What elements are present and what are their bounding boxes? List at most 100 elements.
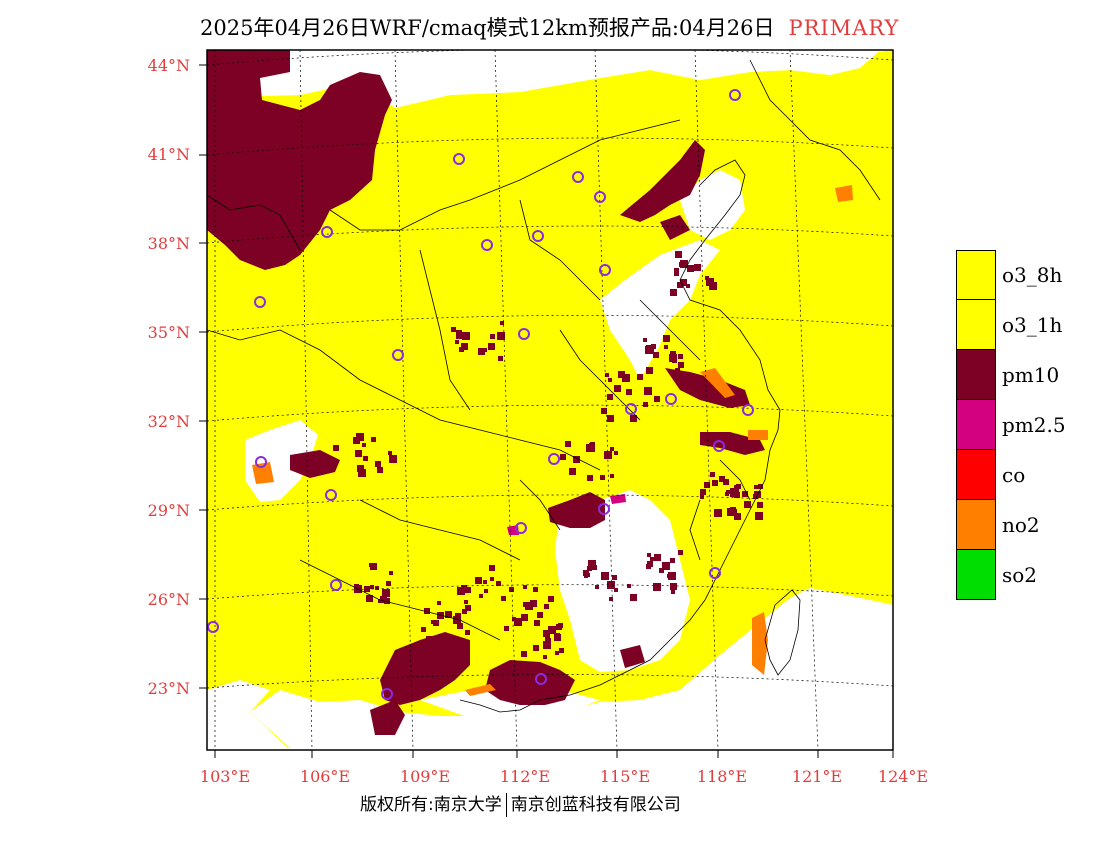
pm10-speckle-cell <box>554 634 561 641</box>
pm10-speckle-cell <box>644 387 652 395</box>
city-marker-icon <box>453 153 465 165</box>
no2-regions <box>252 185 853 696</box>
pm10-speckle-cell <box>601 408 607 414</box>
pm10-speckle-cell <box>498 356 503 361</box>
pm10-speckle-cell <box>680 260 688 268</box>
city-marker-icon <box>207 621 219 633</box>
legend-swatch <box>956 450 996 500</box>
pm10-speckle-cell <box>366 595 373 602</box>
pm10-speckle-cell <box>667 574 671 578</box>
lon-label: 103°E <box>200 767 250 786</box>
pm10-speckle <box>333 251 763 659</box>
pm10-speckle-cell <box>543 641 551 649</box>
pm10-speckle-cell <box>588 445 595 452</box>
legend-label: o3_8h <box>1002 263 1063 287</box>
pm10-speckle-cell <box>675 251 682 258</box>
city-markers <box>207 89 754 700</box>
pm10-speckle-cell <box>706 278 714 286</box>
pm10-speckle-cell <box>609 597 613 601</box>
city-marker-icon <box>330 579 342 591</box>
pm10-speckle-cell <box>758 484 763 489</box>
pm10-speckle-cell <box>514 618 522 626</box>
pollutant-legend: o3_8h o3_1h pm10 pm2.5 co no2 so2 <box>956 250 1096 600</box>
pm10-speckle-cell <box>353 437 360 444</box>
pm10-northeast-band <box>620 140 705 222</box>
pm10-speckle-cell <box>705 276 709 280</box>
pm10-speckle-cell <box>573 456 580 463</box>
pm10-speckle-cell <box>670 583 677 590</box>
pm10-speckle-cell <box>462 609 467 614</box>
pm10-speckle-cell <box>375 586 379 590</box>
pm10-speckle-cell <box>484 589 488 593</box>
city-marker-icon <box>392 349 404 361</box>
pm10-speckle-cell <box>565 441 571 447</box>
pm10-speckle-cell <box>614 588 618 592</box>
pm10-speckle-cell <box>753 494 758 499</box>
longitude-line-109 <box>394 50 414 750</box>
lon-label: 106°E <box>300 767 350 786</box>
city-marker-icon <box>325 489 337 501</box>
pm10-speckle-cell <box>388 451 392 455</box>
pm10-speckle-cell <box>483 348 487 352</box>
pm10-speckle-cell <box>627 584 631 588</box>
no2-taiwan-strait <box>752 612 768 675</box>
province-lines-east <box>639 59 881 561</box>
lon-label: 121°E <box>792 767 842 786</box>
pm10-speckle-cell <box>610 447 614 451</box>
city-marker-icon <box>381 688 393 700</box>
pm25-jiangxi <box>610 494 626 504</box>
pm10-speckle-cell <box>622 374 630 382</box>
legend-label: pm10 <box>1002 363 1060 387</box>
pm10-speckle-cell <box>700 489 706 495</box>
pm10-speckle-cell <box>587 566 592 571</box>
legend-swatch <box>956 550 996 600</box>
pm10-speckle-cell <box>607 394 613 400</box>
lat-label: 29°N <box>148 501 190 520</box>
pm10-speckle-cell <box>543 630 550 637</box>
latitude-labels: 44°N 41°N 38°N 35°N 32°N 29°N 26°N 23°N <box>148 56 190 698</box>
legend-label: o3_1h <box>1002 313 1063 337</box>
longitude-line-115 <box>594 50 618 750</box>
no2-jiangsu <box>700 368 735 398</box>
pm10-speckle-cell <box>389 456 393 460</box>
copyright-footer: 版权所有:南京大学 南京创蓝科技有限公司 <box>360 790 681 817</box>
pm10-speckle-cell <box>389 571 393 575</box>
legend-label: pm2.5 <box>1002 413 1066 437</box>
pm10-speckle-cell <box>643 338 647 342</box>
pm10-speckle-cell <box>382 589 390 597</box>
pm10-speckle-cell <box>377 467 383 473</box>
pm10-speckle-cell <box>672 358 677 363</box>
pm10-speckle-cell <box>525 602 533 610</box>
pm10-speckle-cell <box>607 581 615 589</box>
pm10-speckle-cell <box>670 351 676 357</box>
copyright-company: 南京创蓝科技有限公司 <box>510 795 681 815</box>
pm10-speckle-cell <box>654 396 660 402</box>
graticule <box>207 50 893 750</box>
pm10-speckle-cell <box>380 596 387 603</box>
longitude-line-106 <box>299 50 313 750</box>
clean-southeast <box>555 490 690 672</box>
legend-item-no2: no2 <box>956 500 1096 550</box>
legend-swatch <box>956 350 996 400</box>
pm10-speckle-cell <box>483 580 487 584</box>
footer-separator <box>505 793 507 817</box>
pm10-speckle-cell <box>362 443 366 447</box>
pm10-speckle-cell <box>431 620 435 624</box>
city-marker-icon <box>518 328 530 340</box>
pm10-speckle-cell <box>441 645 447 651</box>
pm10-speckle-cell <box>630 594 637 601</box>
pm10-speckle-cell <box>537 612 543 618</box>
pm10-beijing-spot <box>660 215 690 240</box>
pm10-speckle-cell <box>489 565 495 571</box>
clean-ocean-south <box>600 588 893 750</box>
taiwan-outline <box>764 589 801 676</box>
city-marker-icon <box>572 171 584 183</box>
city-marker-icon <box>729 89 741 101</box>
pm10-speckle-cell <box>375 461 381 467</box>
pm10-speckle-cell <box>694 264 701 271</box>
coastline <box>459 159 781 713</box>
province-lines-north <box>207 119 681 411</box>
pm10-speckle-cell <box>757 502 763 508</box>
lat-label: 26°N <box>148 590 190 609</box>
